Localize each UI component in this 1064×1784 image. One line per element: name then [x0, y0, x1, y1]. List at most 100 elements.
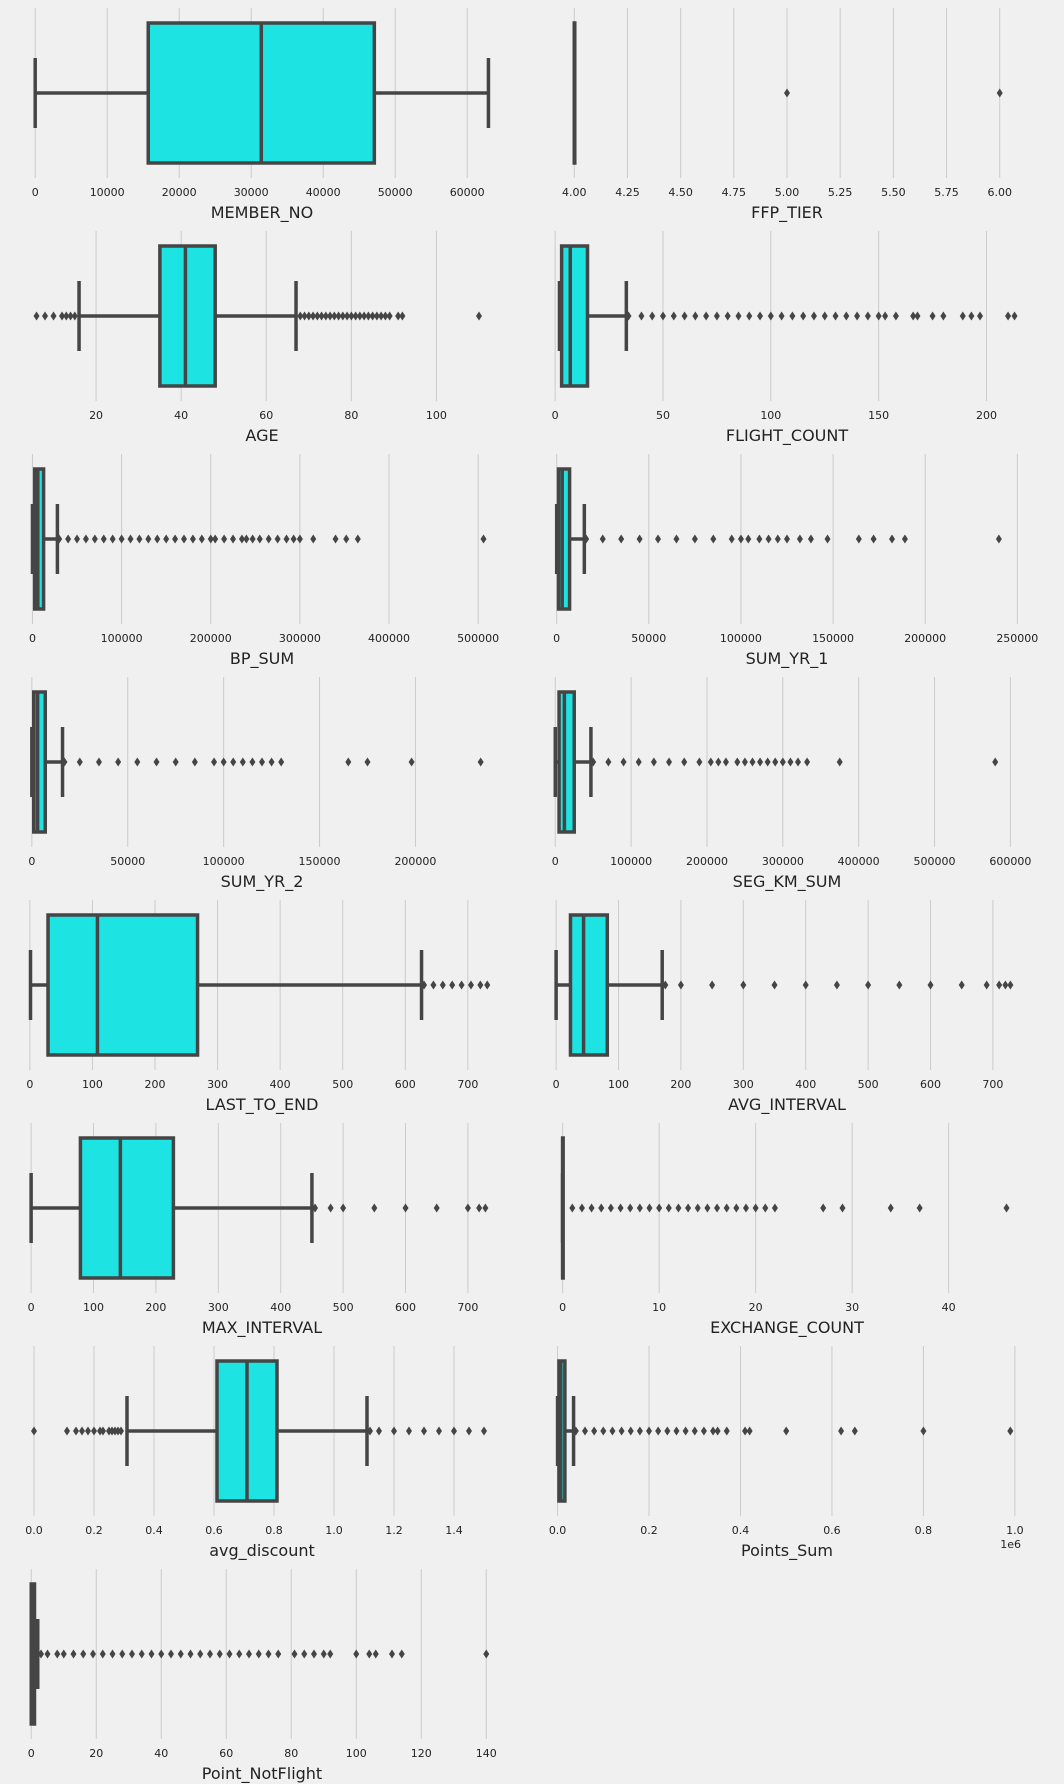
- outlier-point: [352, 311, 359, 321]
- outlier-point: [91, 534, 98, 544]
- outlier-point: [71, 311, 78, 321]
- outlier-point: [638, 311, 645, 321]
- outlier-point: [408, 757, 415, 767]
- boxplot-avg-interval: 0 100 200 300 400 500 600 700 AVG_INTERVAL: [553, 900, 1014, 1115]
- outlier-point: [733, 1203, 740, 1213]
- outlier-point: [665, 1203, 672, 1213]
- outlier-point: [367, 1426, 373, 1436]
- outlier-point: [607, 1203, 614, 1213]
- outlier-point: [327, 1649, 334, 1659]
- outlier-point: [466, 1426, 472, 1436]
- outlier-point: [996, 980, 1003, 990]
- iqr-box: [559, 244, 590, 388]
- outlier-point: [458, 980, 465, 990]
- outlier-point: [681, 757, 688, 767]
- outlier-point: [421, 1426, 427, 1436]
- outlier-point: [197, 1649, 204, 1659]
- tick-label: 50000: [631, 632, 666, 645]
- x-axis-label: SUM_YR_1: [746, 649, 829, 669]
- outlier-point: [838, 1426, 845, 1436]
- outlier-point: [929, 311, 936, 321]
- tick-label: 0.6: [205, 1524, 223, 1537]
- outlier-point: [694, 1203, 701, 1213]
- outlier-point: [322, 311, 329, 321]
- tick-label: 30: [845, 1301, 859, 1314]
- outlier-point: [656, 1203, 663, 1213]
- outlier-point: [181, 534, 187, 544]
- tick-label: 1.4: [445, 1524, 463, 1537]
- tick-label: 5.75: [934, 186, 959, 199]
- outlier-point: [784, 88, 790, 98]
- outlier-point: [734, 757, 741, 767]
- outlier-point: [163, 534, 170, 544]
- outlier-point: [794, 757, 801, 767]
- outlier-point: [600, 1426, 607, 1436]
- outlier-point: [389, 1649, 395, 1659]
- outlier-point: [802, 980, 809, 990]
- outlier-point: [735, 311, 742, 321]
- iqr-box: [568, 913, 610, 1057]
- outlier-point: [646, 1203, 653, 1213]
- outlier-point: [127, 534, 134, 544]
- tick-label: 0.0: [25, 1524, 43, 1537]
- tick-label: 5.50: [881, 186, 906, 199]
- outlier-point: [118, 534, 125, 544]
- tick-label: 60000: [450, 186, 485, 199]
- outlier-point: [483, 1649, 490, 1659]
- outlier-point: [714, 1426, 721, 1436]
- outlier-point: [216, 1649, 223, 1659]
- outlier-point: [583, 534, 590, 544]
- outlier-point: [588, 1203, 595, 1213]
- outlier-point: [673, 534, 680, 544]
- outlier-point: [855, 534, 862, 544]
- boxplot-sum-yr-2: 0 50000 100000 150000 200000 SUM_YR_2: [28, 677, 484, 892]
- outlier-point: [757, 311, 764, 321]
- tick-label: 400: [270, 1078, 291, 1091]
- outlier-point: [673, 1426, 680, 1436]
- outlier-point: [714, 1203, 721, 1213]
- outlier-point: [649, 311, 656, 321]
- outlier-point: [617, 1203, 624, 1213]
- outlier-point: [236, 1649, 243, 1659]
- tick-label: 200: [145, 1301, 166, 1314]
- boxplot-last-to-end: 0 100 200 300 400 500 600 700 LAST_TO_END: [26, 900, 491, 1115]
- outlier-point: [636, 1426, 643, 1436]
- tick-label: 0: [32, 186, 39, 199]
- outlier-point: [749, 757, 756, 767]
- outlier-point: [331, 311, 338, 321]
- outlier-point: [710, 534, 717, 544]
- outlier-point: [1003, 1203, 1010, 1213]
- tick-label: 700: [457, 1078, 478, 1091]
- outlier-point: [787, 757, 794, 767]
- tick-label: 0.4: [732, 1524, 750, 1537]
- outlier-point: [256, 534, 263, 544]
- outlier-point: [650, 757, 657, 767]
- outlier-point: [778, 311, 785, 321]
- outlier-point: [211, 757, 218, 767]
- outlier-point: [627, 1426, 634, 1436]
- tick-label: 600: [920, 1078, 941, 1091]
- tick-label: 0.8: [265, 1524, 283, 1537]
- outlier-point: [882, 311, 889, 321]
- outlier-point: [335, 311, 342, 321]
- tick-label: 200: [670, 1078, 691, 1091]
- outlier-point: [430, 980, 437, 990]
- outlier-point: [296, 534, 303, 544]
- outlier-point: [659, 311, 666, 321]
- outlier-point: [742, 1203, 749, 1213]
- outlier-point: [843, 311, 850, 321]
- tick-label: 200000: [686, 855, 728, 868]
- outlier-point: [724, 311, 731, 321]
- tick-label: 400: [795, 1078, 816, 1091]
- outlier-point: [305, 311, 312, 321]
- outlier-point: [366, 1649, 373, 1659]
- outlier-point: [477, 980, 484, 990]
- outlier-point: [246, 1649, 252, 1659]
- outlier-point: [804, 757, 811, 767]
- tick-label: 20: [89, 409, 103, 422]
- outlier-point: [605, 757, 612, 767]
- outlier-point: [864, 311, 871, 321]
- outlier-point: [290, 534, 297, 544]
- outlier-point: [301, 1649, 308, 1659]
- outlier-point: [767, 311, 774, 321]
